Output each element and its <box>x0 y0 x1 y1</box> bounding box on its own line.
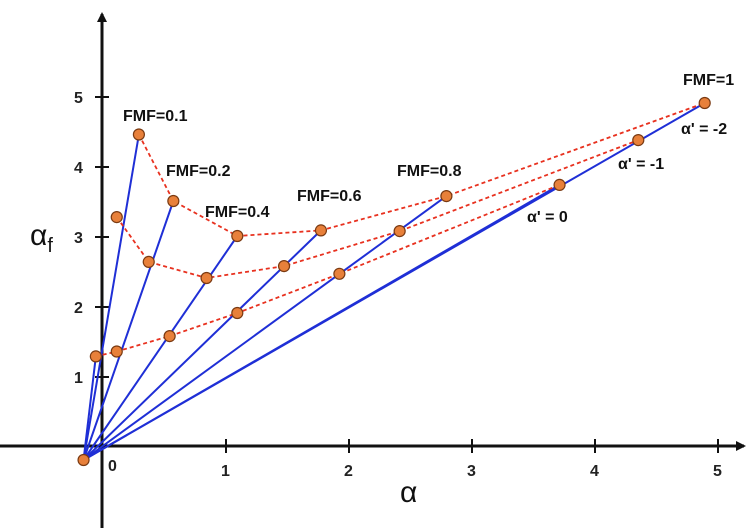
data-point <box>553 178 566 191</box>
data-point <box>200 271 213 285</box>
data-point <box>393 225 406 238</box>
fmf-label: FMF=1 <box>683 72 734 89</box>
data-point <box>77 453 90 467</box>
fmf-line <box>82 356 97 461</box>
fmf-line <box>82 195 447 461</box>
x-axis-title: α <box>400 476 417 509</box>
data-point <box>698 96 711 110</box>
y-tick-label: 3 <box>74 230 83 247</box>
y-axis-title: αf <box>30 219 53 257</box>
x-tick-label: 4 <box>590 463 599 480</box>
fmf-line <box>82 134 140 461</box>
fmf-lines <box>82 102 706 461</box>
x-tick-label: 1 <box>221 463 230 480</box>
data-point <box>440 190 453 203</box>
data-point <box>89 350 102 363</box>
origin-label: 0 <box>108 458 117 475</box>
y-tick-label: 4 <box>74 160 83 177</box>
fmf-label: FMF=0.2 <box>166 163 231 180</box>
data-point <box>314 224 328 237</box>
y-axis-title-subscript: f <box>47 235 53 257</box>
x-tick-label: 5 <box>713 463 722 480</box>
fmf-label: FMF=0.8 <box>397 163 462 180</box>
x-tick-label: 2 <box>344 463 353 480</box>
data-point <box>132 128 145 141</box>
data-point <box>163 330 176 343</box>
alpha-prime-curve <box>95 184 560 358</box>
fmf-line <box>83 184 561 461</box>
fmf-label: FMF=0.6 <box>297 188 362 205</box>
x-ticks: 1 2 3 4 5 <box>221 439 722 480</box>
alpha-prime-curve <box>138 102 706 237</box>
alpha-prime-label: α' = -1 <box>618 156 664 173</box>
y-tick-label: 2 <box>74 300 83 317</box>
data-point <box>277 260 291 273</box>
fmf-label: FMF=0.4 <box>205 204 270 221</box>
alpha-prime-curve <box>116 139 639 279</box>
fmf-line <box>82 235 239 461</box>
fmf-line <box>82 200 175 461</box>
alpha-prime-label: α' = -2 <box>681 121 727 138</box>
x-tick-label: 3 <box>467 463 476 480</box>
data-point <box>231 306 244 320</box>
y-tick-label: 5 <box>74 90 83 107</box>
data-point <box>110 211 123 224</box>
data-points <box>77 96 711 467</box>
data-point <box>110 345 123 358</box>
y-tick-label: 1 <box>74 370 83 387</box>
y-ticks: 1 2 3 4 5 <box>74 90 109 387</box>
alpha-prime-label: α' = 0 <box>527 209 568 226</box>
data-point <box>231 229 244 243</box>
series-labels: FMF=0.1 FMF=0.2 FMF=0.4 FMF=0.6 FMF=0.8 FMF=1… <box>123 72 734 226</box>
data-point <box>167 194 180 208</box>
data-point <box>333 267 346 280</box>
fmf-label: FMF=0.1 <box>123 108 188 125</box>
data-point <box>142 255 155 268</box>
data-point <box>632 134 645 147</box>
